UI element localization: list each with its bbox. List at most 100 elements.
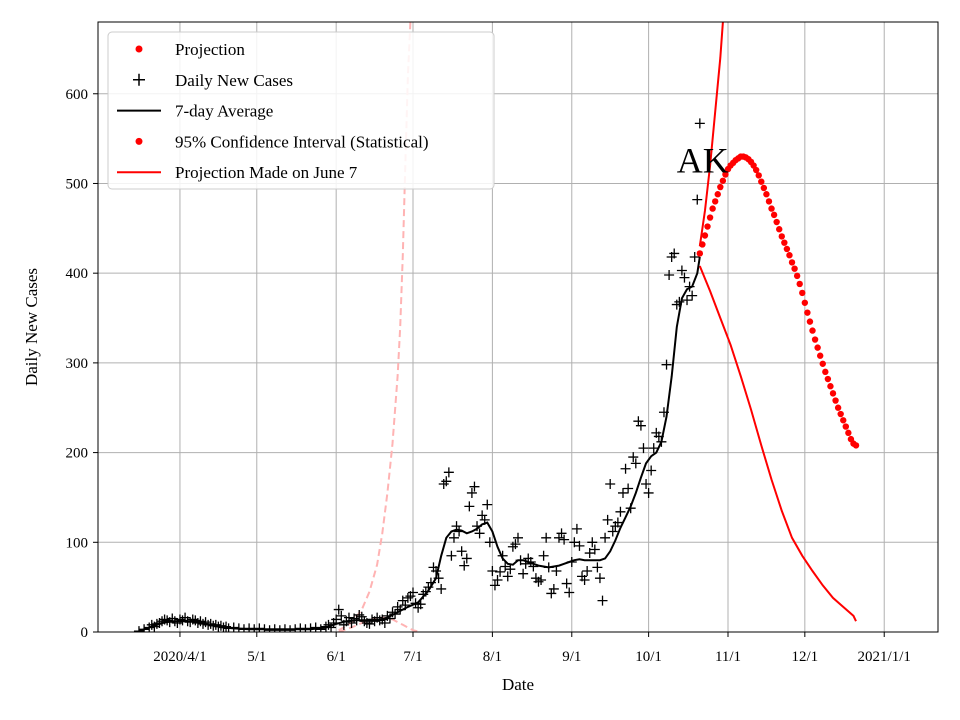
projection-point [834, 404, 842, 411]
daily-case-marker [489, 580, 500, 591]
daily-case-marker [661, 359, 672, 370]
daily-case-marker [448, 532, 459, 543]
series-layer [133, 22, 860, 632]
daily-case-marker [533, 576, 544, 587]
daily-case-marker [638, 443, 649, 454]
daily-case-marker [679, 272, 690, 283]
y-tick-label: 0 [81, 625, 89, 641]
y-tick-label: 300 [66, 356, 89, 372]
daily-case-marker [464, 501, 475, 512]
daily-case-marker [379, 618, 390, 629]
daily-case-marker [607, 526, 618, 537]
legend-label: 7-day Average [175, 102, 273, 121]
daily-case-marker [571, 523, 582, 534]
projection-point [755, 172, 762, 179]
daily-case-marker [582, 566, 593, 576]
daily-case-marker [349, 613, 360, 624]
daily-case-marker [648, 443, 659, 454]
daily-case-marker [628, 452, 639, 463]
daily-case-marker [669, 248, 680, 259]
daily-case-marker [505, 564, 516, 575]
projection-point [814, 344, 821, 351]
y-tick-label: 100 [66, 535, 89, 551]
projection-point [760, 184, 768, 192]
projection-point [786, 252, 793, 259]
projection-point [824, 375, 832, 383]
daily-case-marker [492, 574, 503, 585]
projection-point [819, 360, 826, 367]
projection-point [765, 198, 773, 205]
projection-point [758, 178, 765, 185]
projection-point [829, 390, 837, 397]
daily-case-marker [443, 467, 454, 478]
daily-case-marker [623, 483, 634, 494]
projection-point [799, 289, 806, 297]
daily-case-marker [500, 561, 511, 572]
daily-case-marker [597, 595, 608, 606]
daily-case-marker [502, 571, 513, 582]
daily-case-marker [487, 566, 498, 576]
daily-case-marker [592, 562, 603, 573]
daily-case-marker [441, 476, 452, 487]
daily-case-marker [682, 295, 693, 306]
daily-case-marker [618, 487, 628, 498]
projection-point [778, 233, 785, 240]
plot-area [133, 22, 860, 632]
projection-point [796, 280, 803, 288]
x-tick-label: 2021/1/1 [858, 649, 911, 665]
daily-case-marker [602, 514, 613, 525]
y-axis-title: Daily New Cases [22, 268, 41, 386]
chart-annotation: AK [677, 141, 729, 181]
daily-case-marker [556, 528, 567, 539]
x-tick-label: 5/1 [247, 649, 266, 665]
daily-case-marker [331, 614, 342, 625]
daily-case-marker [587, 537, 598, 548]
projection-point [701, 232, 709, 239]
projection-point [791, 265, 798, 272]
projection-point [816, 352, 824, 359]
projection-point [788, 259, 796, 266]
y-tick-label: 500 [66, 176, 89, 192]
daily-case-marker [643, 487, 654, 498]
projection-point [832, 397, 839, 404]
legend-box [107, 31, 495, 190]
daily-case-marker [674, 296, 685, 307]
y-tick-label: 600 [66, 87, 89, 103]
daily-case-marker [408, 587, 418, 598]
daily-case-marker [333, 604, 344, 615]
projection-point [845, 429, 852, 437]
projection-point [827, 383, 834, 390]
projection-point [709, 205, 716, 212]
x-tick-label: 10/1 [635, 649, 662, 665]
projection-point [793, 272, 801, 280]
projection-point [781, 239, 788, 246]
projection-point [768, 205, 775, 212]
daily-case-marker [538, 550, 549, 561]
daily-case-marker [564, 587, 575, 598]
projection-point [852, 442, 860, 449]
daily-case-marker [548, 583, 559, 594]
projection-point [801, 299, 809, 306]
daily-case-marker [551, 566, 562, 576]
daily-case-marker [482, 499, 493, 510]
daily-case-marker [187, 614, 198, 625]
x-axis-title: Date [502, 675, 534, 694]
projection-point [804, 309, 811, 316]
daily-case-marker [513, 532, 523, 543]
daily-case-marker [635, 420, 646, 431]
daily-case-marker [518, 568, 529, 579]
daily-case-marker [620, 463, 631, 474]
daily-case-marker [664, 269, 675, 280]
legend-plus-marker [133, 73, 145, 86]
daily-case-marker [469, 481, 480, 492]
daily-case-marker [346, 618, 357, 629]
daily-case-marker [162, 615, 173, 626]
seven-day-average-line [138, 256, 701, 632]
daily-case-marker [589, 544, 600, 555]
projection-point [773, 218, 780, 226]
daily-case-marker [687, 290, 698, 301]
confidence-interval-line [698, 22, 724, 247]
daily-case-marker [559, 534, 570, 545]
projection-point [719, 177, 727, 184]
